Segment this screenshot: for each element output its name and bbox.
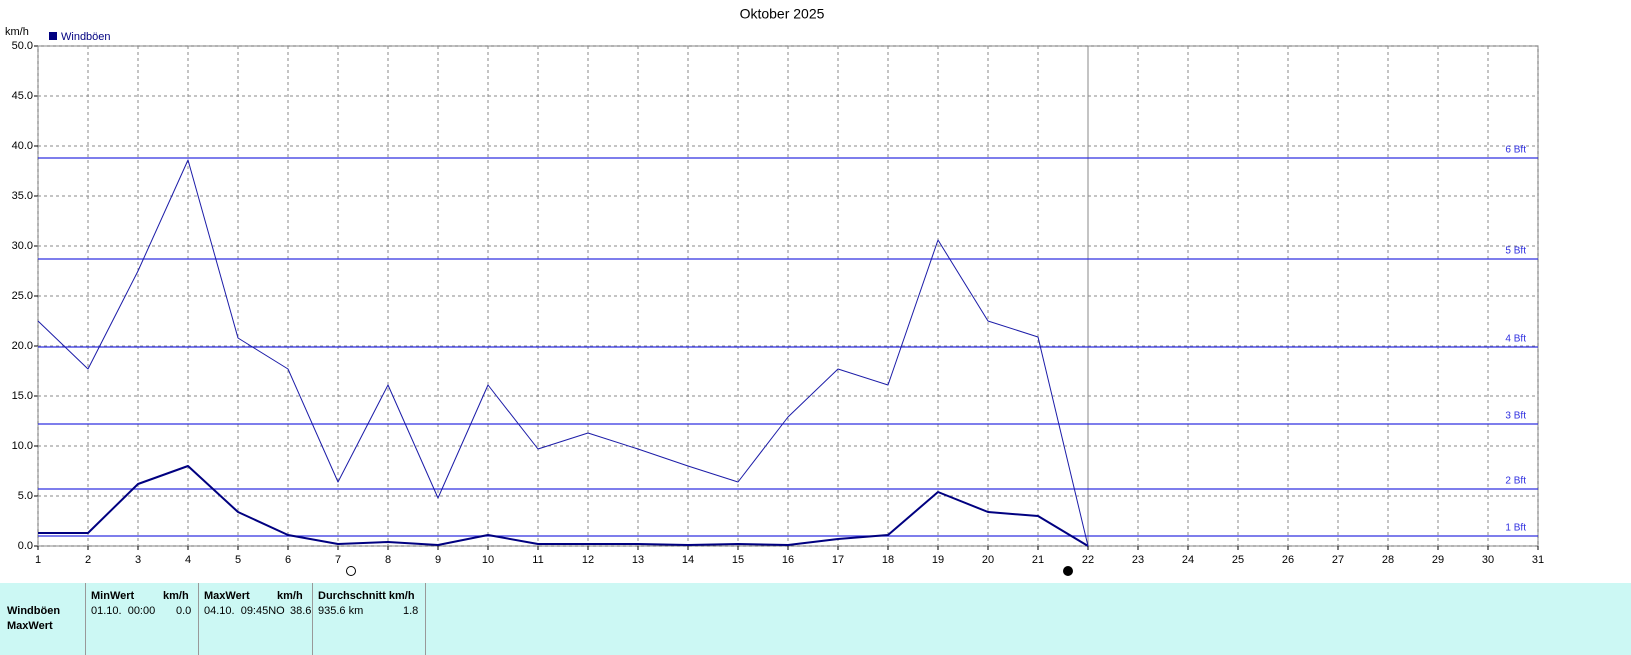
- y-tick-label: 30.0: [12, 240, 33, 252]
- x-tick-label: 31: [1532, 554, 1544, 566]
- x-tick-label: 11: [532, 554, 543, 566]
- header: km/h: [277, 590, 303, 602]
- y-axis-label: km/h: [5, 26, 29, 38]
- cell: 1.8: [403, 605, 419, 617]
- row-label: Windböen: [7, 605, 61, 617]
- cell: 38.6: [290, 605, 312, 617]
- y-tick-label: 5.0: [18, 490, 33, 502]
- x-tick-label: 4: [185, 554, 191, 566]
- reference-label: 1 Bft: [1505, 523, 1526, 534]
- chart-title: Oktober 2025: [740, 6, 825, 22]
- header: MinWert: [91, 590, 135, 602]
- reference-label: 3 Bft: [1505, 411, 1526, 422]
- legend-label: Windböen: [61, 31, 111, 43]
- x-tick-label: 22: [1082, 554, 1094, 566]
- x-tick-label: 19: [932, 554, 944, 566]
- y-tick-label: 10.0: [12, 440, 33, 452]
- x-tick-label: 16: [782, 554, 794, 566]
- y-tick-label: 20.0: [12, 340, 33, 352]
- x-tick-label: 10: [482, 554, 494, 566]
- x-tick-label: 12: [582, 554, 594, 566]
- divider: [198, 583, 199, 655]
- y-tick-label: 50.0: [12, 40, 33, 52]
- moon-icon: [1063, 566, 1073, 576]
- y-tick-label: 15.0: [12, 390, 33, 402]
- y-tick-label: 0.0: [18, 540, 33, 552]
- data-line: [38, 465, 1089, 547]
- cell: 0.0: [176, 605, 192, 617]
- x-tick-label: 15: [732, 554, 744, 566]
- x-tick-label: 14: [682, 554, 694, 566]
- divider: [425, 583, 426, 655]
- x-tick-label: 25: [1232, 554, 1244, 566]
- x-tick-label: 29: [1432, 554, 1444, 566]
- x-tick-label: 28: [1382, 554, 1394, 566]
- x-tick-label: 1: [35, 554, 41, 566]
- x-tick-label: 6: [285, 554, 291, 566]
- x-tick-label: 9: [435, 554, 441, 566]
- x-tick-label: 30: [1482, 554, 1494, 566]
- header: MaxWert: [204, 590, 250, 602]
- y-tick-label: 45.0: [12, 90, 33, 102]
- y-tick-label: 40.0: [12, 140, 33, 152]
- x-tick-label: 3: [135, 554, 141, 566]
- x-tick-label: 5: [235, 554, 241, 566]
- data-line: [37, 159, 1089, 547]
- summary-table: MinWert km/h MaxWert km/h Durchschnitt k…: [0, 583, 1631, 655]
- y-tick-label: 25.0: [12, 290, 33, 302]
- moon-icon: [346, 566, 356, 576]
- header: Durchschnitt km/h: [318, 590, 415, 602]
- divider: [85, 583, 86, 655]
- divider: [312, 583, 313, 655]
- legend-swatch: [49, 32, 57, 40]
- x-tick-label: 17: [832, 554, 844, 566]
- cell: 01.10. 00:00: [91, 605, 156, 617]
- chart: Oktober 2025 km/h Windböen 0.0 5.0 10.0 15.…: [5, 6, 1544, 576]
- x-tick-label: 24: [1182, 554, 1194, 566]
- reference-label: 5 Bft: [1505, 246, 1526, 257]
- x-tick-label: 8: [385, 554, 391, 566]
- reference-label: 2 Bft: [1505, 476, 1526, 487]
- row-label: MaxWert: [7, 620, 53, 632]
- x-tick-label: 23: [1132, 554, 1144, 566]
- header: km/h: [163, 590, 189, 602]
- x-tick-label: 13: [632, 554, 644, 566]
- x-tick-label: 2: [85, 554, 91, 566]
- cell: 04.10. 09:45NO: [204, 605, 285, 617]
- y-tick-label: 35.0: [12, 190, 33, 202]
- reference-label: 6 Bft: [1505, 145, 1526, 156]
- x-tick-label: 26: [1282, 554, 1294, 566]
- x-tick-label: 7: [335, 554, 341, 566]
- x-tick-label: 27: [1332, 554, 1344, 566]
- cell: 935.6 km: [318, 605, 364, 617]
- reference-label: 4 Bft: [1505, 334, 1526, 345]
- x-tick-label: 20: [982, 554, 994, 566]
- x-tick-label: 21: [1032, 554, 1044, 566]
- x-tick-label: 18: [882, 554, 894, 566]
